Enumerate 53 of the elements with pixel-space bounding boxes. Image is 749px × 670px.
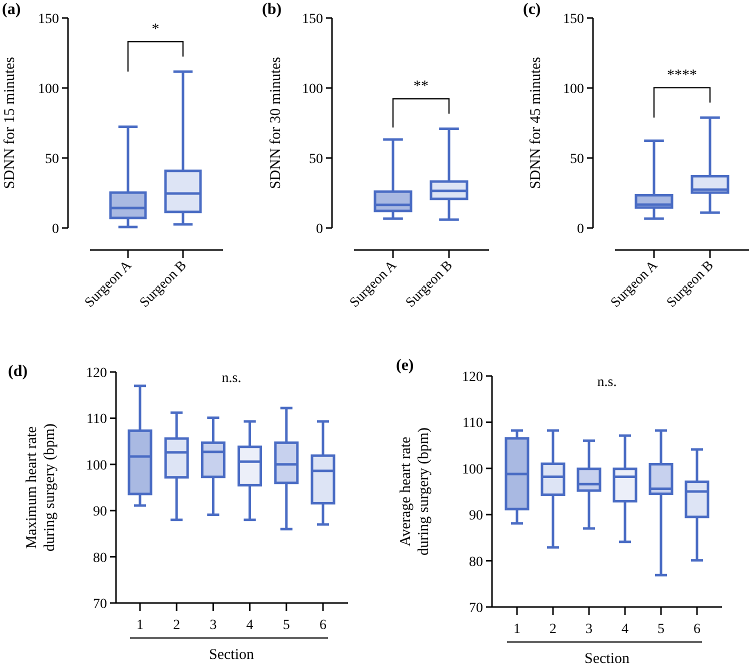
y-tick-label: 100 (38, 82, 59, 97)
y-tick-label: 100 (302, 82, 323, 97)
y-axis-title: Average heart rate during surgery (bpm) (398, 427, 432, 556)
y-tick-label: 50 (45, 152, 59, 167)
x-tick-label: 4 (246, 618, 254, 633)
y-tick-label: 150 (38, 12, 59, 27)
y-tick-label: 120 (86, 366, 107, 381)
x-tick-label: 6 (320, 618, 326, 633)
y-tick-label: 100 (86, 458, 107, 474)
chart-title: (e) (396, 357, 414, 374)
y-tick-label: 110 (462, 416, 483, 432)
chart-title: (b) (262, 1, 282, 18)
x-tick-label: 1 (514, 622, 520, 637)
annotation: * (152, 22, 160, 38)
annotation: ** (414, 78, 428, 95)
y-axis-title: SDNN for 45 minutes (528, 56, 544, 190)
x-tick-label: 6 (694, 622, 700, 637)
y-tick-label: 0 (316, 222, 323, 237)
chart-title: (c) (523, 1, 541, 18)
y-tick-label: 90 (469, 508, 483, 524)
chart-title: (d) (8, 363, 28, 380)
y-tick-label: 80 (93, 550, 107, 566)
y-tick-label: 100 (563, 82, 584, 97)
y-tick-label: 0 (577, 222, 584, 237)
x-axis-title: Section (584, 651, 630, 667)
annotation: **** (667, 68, 697, 84)
y-axis-title: Maximum heart rate during surgery (bpm) (24, 423, 58, 552)
x-tick-label: 5 (658, 622, 664, 637)
annotation: n.s. (222, 371, 242, 386)
y-tick-label: 150 (563, 12, 584, 27)
y-tick-label: 70 (469, 601, 483, 616)
y-tick-label: 80 (469, 554, 483, 570)
y-tick-label: 110 (86, 412, 107, 428)
y-tick-label: 50 (309, 152, 323, 167)
x-axis-title: Section (209, 647, 254, 663)
y-axis-title: SDNN for 30 minutes (268, 56, 284, 190)
chart-title: (a) (2, 1, 21, 18)
x-tick-label: 3 (210, 618, 217, 633)
x-tick-label: 1 (136, 618, 144, 633)
x-tick-label: 2 (173, 618, 180, 633)
x-tick-label: 5 (282, 618, 290, 633)
y-tick-label: 100 (462, 462, 483, 478)
x-tick-label: 4 (622, 622, 628, 637)
y-tick-label: 0 (52, 222, 59, 237)
y-tick-label: 70 (93, 597, 107, 612)
x-tick-label: 3 (586, 622, 592, 637)
y-axis-title: SDNN for 15 minutes (2, 56, 18, 190)
annotation: n.s. (597, 375, 617, 390)
x-tick-label: 2 (550, 622, 556, 637)
y-tick-label: 150 (302, 12, 323, 27)
y-tick-label: 120 (462, 370, 483, 385)
y-tick-label: 50 (570, 152, 584, 167)
y-tick-label: 90 (93, 504, 107, 520)
